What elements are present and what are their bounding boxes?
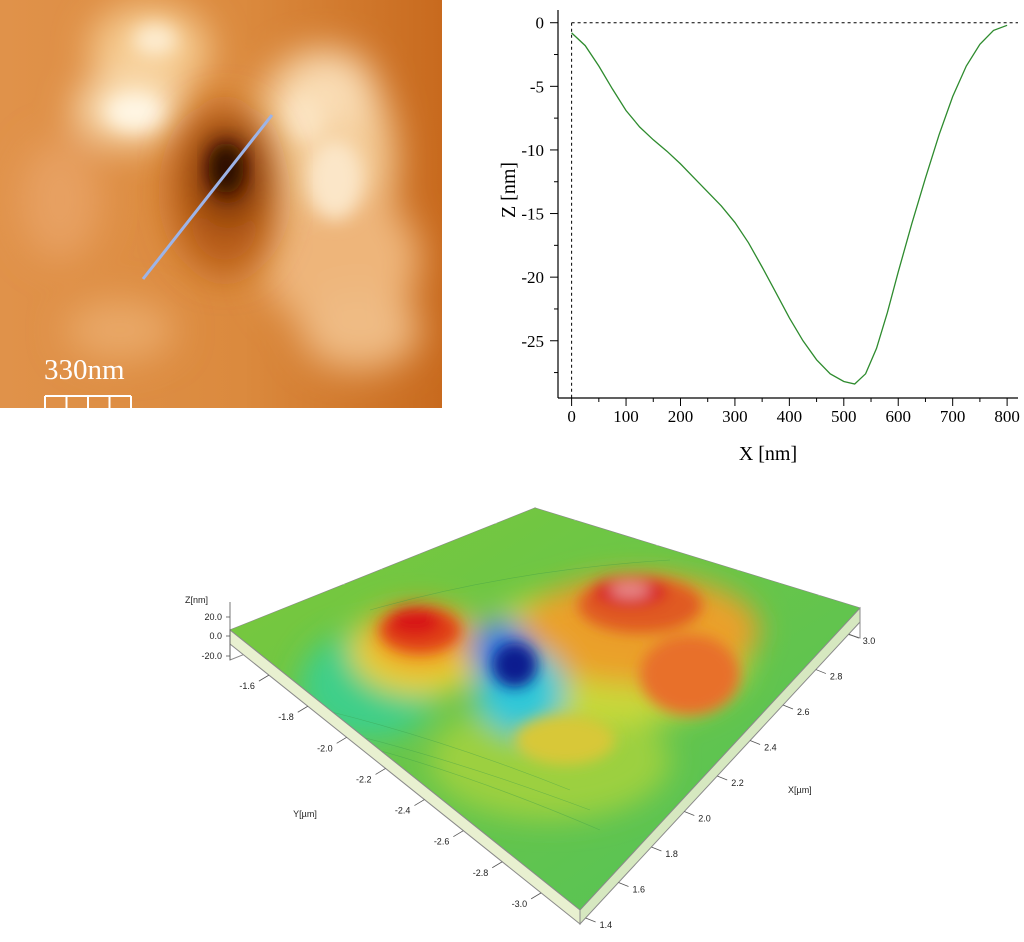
y3d-tick-label: -1.8	[278, 712, 294, 722]
x-tick-label: 0	[567, 407, 576, 426]
afm-topography-image: 330nm	[0, 0, 442, 408]
x-tick-label: 400	[777, 407, 803, 426]
x3d-tick-label: 3.0	[863, 636, 876, 646]
y3d-axis-label: Y[µm]	[293, 809, 317, 819]
x3d-tick-label: 2.2	[731, 778, 744, 788]
profile-chart-svg: 0 100 200 300 400 500 600 700 800 0 -5 -10 -15 -20 -25…	[498, 10, 1020, 465]
y3d-tick	[530, 892, 542, 900]
y-axis-label: Z [nm]	[498, 162, 520, 218]
y3d-tick	[414, 799, 425, 806]
surface-3d-plot: -1.6 -1.8 -2.0 -2.2 -2.4 -2.6 -2.8 -3.0 Y[µm] 1.4…	[170, 490, 890, 937]
z3d-axis-label: Z[nm]	[185, 595, 208, 605]
x-axis-label: X [nm]	[739, 443, 797, 465]
y3d-tick-label: -2.6	[434, 837, 450, 847]
surface-3d-svg: -1.6 -1.8 -2.0 -2.2 -2.4 -2.6 -2.8 -3.0 Y[µm] 1.4…	[185, 507, 875, 930]
x-tick-label: 300	[722, 407, 748, 426]
x-tick-label: 500	[831, 407, 857, 426]
profile-line	[141, 114, 274, 280]
surface-axes: -1.6 -1.8 -2.0 -2.2 -2.4 -2.6 -2.8 -3.0 Y[µm] 1.4…	[185, 595, 875, 930]
afm-image-svg	[0, 0, 442, 408]
z3d-tick-label: -20.0	[201, 651, 222, 661]
y3d-tick-label: -2.8	[473, 868, 489, 878]
x3d-tick-label: 1.6	[633, 884, 646, 894]
y3d-tick	[336, 736, 347, 744]
scale-bar	[44, 395, 132, 408]
x3d-tick-label: 2.4	[764, 743, 777, 753]
y-tick-label: -20	[521, 268, 544, 287]
z3d-tick-label: 20.0	[204, 612, 222, 622]
x3d-tick-label: 1.8	[665, 849, 678, 859]
y3d-tick-label: -2.0	[317, 743, 333, 753]
y3d-tick	[492, 861, 503, 869]
y-tick-label: -25	[521, 332, 544, 351]
x3d-tick-label: 1.4	[600, 920, 613, 930]
x3d-tick	[651, 846, 662, 852]
y3d-tick	[297, 705, 308, 713]
surface-top	[230, 508, 860, 910]
x3d-tick	[585, 917, 596, 923]
box-front-faces	[229, 606, 861, 926]
profile-series-line	[571, 24, 1008, 385]
y-tick-label: -5	[530, 77, 544, 96]
x3d-tick	[848, 633, 859, 639]
y3d-tick-label: -2.4	[395, 806, 411, 816]
x3d-tick	[684, 811, 695, 816]
afm-bright-regions	[20, 5, 420, 370]
afm-highlights	[107, 24, 363, 220]
y3d-tick-label: -1.6	[239, 681, 255, 691]
y3d-tick	[375, 768, 386, 775]
x3d-tick-label: 2.0	[698, 814, 711, 824]
y3d-tick-label: -3.0	[512, 899, 528, 909]
x3d-tick	[618, 882, 629, 887]
x3d-tick	[749, 740, 761, 745]
y3d-tick	[258, 674, 270, 682]
x-tick-label: 800	[994, 407, 1020, 426]
scale-bar-label: 330nm	[44, 354, 125, 386]
x3d-tick	[815, 669, 827, 674]
y3d-tick-label: -2.2	[356, 774, 372, 784]
y-tick-label: -10	[521, 141, 544, 160]
x-tick-label: 100	[613, 407, 639, 426]
x-tick-label: 600	[885, 407, 911, 426]
z3d-tick-label: 0.0	[209, 631, 222, 641]
y-tick-label: -15	[521, 205, 544, 224]
x3d-tick-label: 2.8	[830, 672, 843, 682]
y-tick-label: 0	[536, 14, 545, 33]
x-tick-label: 700	[940, 407, 966, 426]
x3d-tick-label: 2.6	[797, 707, 810, 717]
x3d-tick	[717, 775, 728, 781]
x3d-axis-label: X[µm]	[788, 785, 812, 795]
x-tick-label: 200	[668, 407, 694, 426]
x3d-tick	[782, 704, 794, 710]
y3d-tick	[453, 830, 464, 838]
height-profile-chart: 0 100 200 300 400 500 600 700 800 0 -5 -10 -15 -20 -25…	[470, 0, 1024, 470]
